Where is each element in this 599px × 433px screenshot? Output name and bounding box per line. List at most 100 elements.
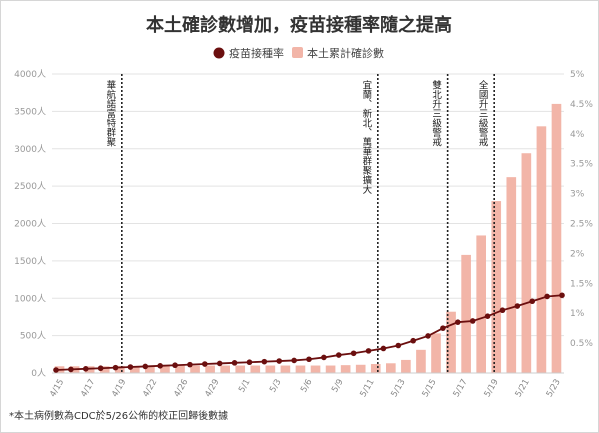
y-tick-label-right: 1.5% [570, 279, 593, 289]
x-tick-label: 4/22 [141, 378, 159, 400]
bar [476, 235, 486, 373]
y-tick-label-right: 2% [570, 249, 585, 259]
vaccine-rate-point [276, 358, 283, 364]
vaccine-rate-point [484, 313, 491, 319]
y-tick-label-left: 1000人 [14, 293, 46, 304]
bar [431, 333, 441, 373]
vaccine-rate-point [202, 361, 208, 367]
bar [160, 365, 170, 373]
bar [280, 365, 291, 373]
vaccine-rate-point [455, 319, 461, 325]
vaccine-rate-point [410, 337, 416, 344]
vaccine-rate-point [380, 345, 387, 352]
vaccine-rate-point [246, 359, 253, 366]
vaccine-rate-point [187, 361, 193, 368]
x-tick-label: 5/3 [268, 378, 284, 395]
bar [551, 103, 562, 374]
vaccine-rate-point [350, 350, 357, 357]
y-tick-label-right: 3.5% [570, 160, 593, 170]
x-tick-label: 5/13 [389, 378, 407, 400]
legend-label-vaccine: 疫苗接種率 [229, 46, 284, 60]
vaccine-rate-point [514, 303, 521, 309]
y-tick-label-left: 3000人 [14, 144, 46, 155]
bar [220, 365, 230, 373]
vaccine-rate-point [53, 367, 59, 373]
x-tick-label: 4/17 [79, 378, 97, 400]
y-tick-label-right: 1% [570, 309, 585, 319]
bar [401, 359, 411, 373]
bar [461, 254, 471, 373]
plot-area: 0人 500人 1000人 1500人 2000人 2500人 3000人 3500人 4000… [14, 69, 593, 399]
vaccine-rate-point [499, 307, 506, 314]
x-tick-label: 5/19 [483, 378, 501, 400]
bar [235, 365, 246, 373]
y-tick-label-left: 1500人 [14, 256, 46, 267]
footnote: *本土病例數為CDC於5/26公佈的校正回歸後數據 [9, 409, 228, 422]
bar [536, 126, 547, 373]
bar [446, 311, 456, 373]
bar [84, 366, 95, 373]
x-tick-label: 5/21 [514, 378, 532, 400]
vaccine-rate-point [365, 348, 372, 354]
bar [310, 365, 321, 373]
vaccine-rate-point [306, 356, 312, 363]
vaccine-rate-point [82, 366, 89, 372]
y-tick-label-left: 0人 [31, 368, 46, 379]
bar [521, 153, 532, 373]
legend: 疫苗接種率 本土累計確診數 [213, 46, 384, 60]
bar [99, 366, 110, 373]
y-tick-label-right: 2.5% [570, 220, 593, 230]
vaccine-rate-point [291, 357, 297, 364]
x-tick-label: 5/17 [452, 378, 470, 400]
bar [265, 365, 276, 373]
legend-label-cases: 本土累計確診數 [307, 46, 384, 60]
legend-marker-cases [292, 47, 303, 58]
x-tick-label: 4/15 [48, 378, 66, 400]
bar [386, 363, 396, 373]
bar [205, 365, 215, 373]
bar [355, 364, 366, 373]
y-tick-label-right: 0.5% [570, 339, 593, 349]
bar [295, 365, 306, 373]
bar [325, 365, 336, 373]
x-tick-label: 4/19 [110, 378, 128, 400]
vaccine-rate-point [68, 366, 74, 373]
annotation-text: 全國升三級警戒 [477, 79, 489, 147]
vaccine-rate-point [157, 363, 163, 369]
bar [370, 364, 381, 373]
bar [250, 365, 261, 373]
vaccine-rate-point [469, 318, 476, 324]
x-tick-label: 5/1 [237, 378, 253, 395]
bar [175, 365, 185, 373]
legend-marker-vaccine [213, 47, 225, 59]
vaccine-rate-point [216, 360, 223, 367]
bar [145, 365, 155, 373]
vaccine-rate-point [425, 333, 431, 339]
vaccine-rate-point [395, 342, 402, 349]
vaccine-rate-point [231, 360, 238, 366]
vaccine-rate-point [321, 354, 327, 361]
bar [130, 365, 140, 373]
bar [416, 349, 426, 373]
chart-title: 本土確診數增加，疫苗接種率隨之提高 [146, 14, 452, 36]
x-tick-label: 5/9 [330, 378, 346, 395]
vaccine-rate-point [440, 325, 446, 331]
y-tick-label-left: 500人 [20, 331, 46, 342]
bar [114, 365, 125, 373]
vaccine-rate-point [529, 298, 536, 305]
y-tick-label-left: 2500人 [14, 181, 46, 192]
bar [506, 177, 517, 373]
bar [491, 201, 502, 373]
x-tick-label: 4/26 [172, 378, 190, 400]
bar [190, 365, 200, 373]
y-tick-label-right: 4.5% [570, 100, 593, 110]
y-tick-label-right: 3% [570, 190, 585, 200]
annotation-text: 宜蘭、新北、萬華群聚擴大 [360, 79, 372, 195]
y-tick-label-left: 2000人 [14, 219, 46, 230]
y-tick-label-left: 3500人 [14, 106, 46, 117]
vaccine-rate-point [127, 364, 134, 370]
x-tick-label: 5/15 [421, 378, 439, 400]
y-tick-label-right: 5% [570, 70, 585, 80]
